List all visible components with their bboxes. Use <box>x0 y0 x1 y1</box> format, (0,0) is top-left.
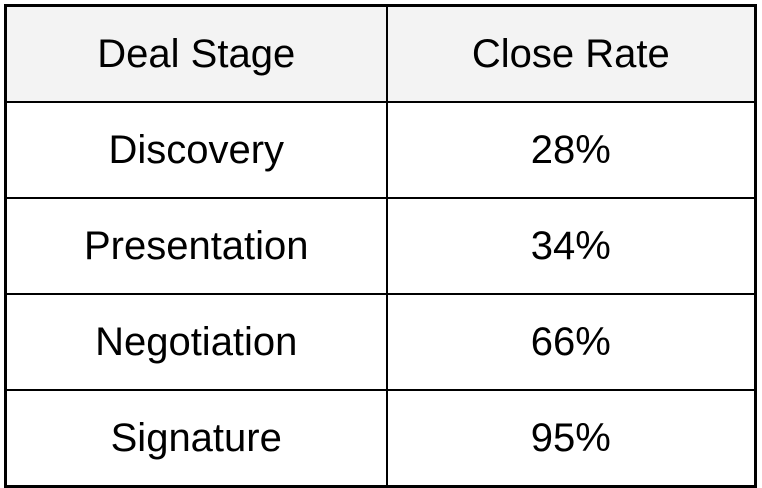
table-cell: Presentation <box>4 197 388 295</box>
table-cell: Negotiation <box>4 293 388 391</box>
header-cell: Close Rate <box>385 4 757 103</box>
table-cell: Discovery <box>4 101 388 199</box>
table-row: Negotiation 66% <box>4 293 757 391</box>
table-cell: 34% <box>385 197 757 295</box>
header-cell: Deal Stage <box>4 4 388 103</box>
header-row: Deal Stage Close Rate <box>4 4 757 103</box>
table-cell: 95% <box>385 389 757 488</box>
table-row: Discovery 28% <box>4 101 757 199</box>
table-cell: 28% <box>385 101 757 199</box>
data-table: Deal Stage Close Rate Discovery 28% Present… <box>4 4 757 488</box>
table-cell: 66% <box>385 293 757 391</box>
table-row: Presentation 34% <box>4 197 757 295</box>
table-row: Signature 95% <box>4 389 757 488</box>
table-cell: Signature <box>4 389 388 488</box>
